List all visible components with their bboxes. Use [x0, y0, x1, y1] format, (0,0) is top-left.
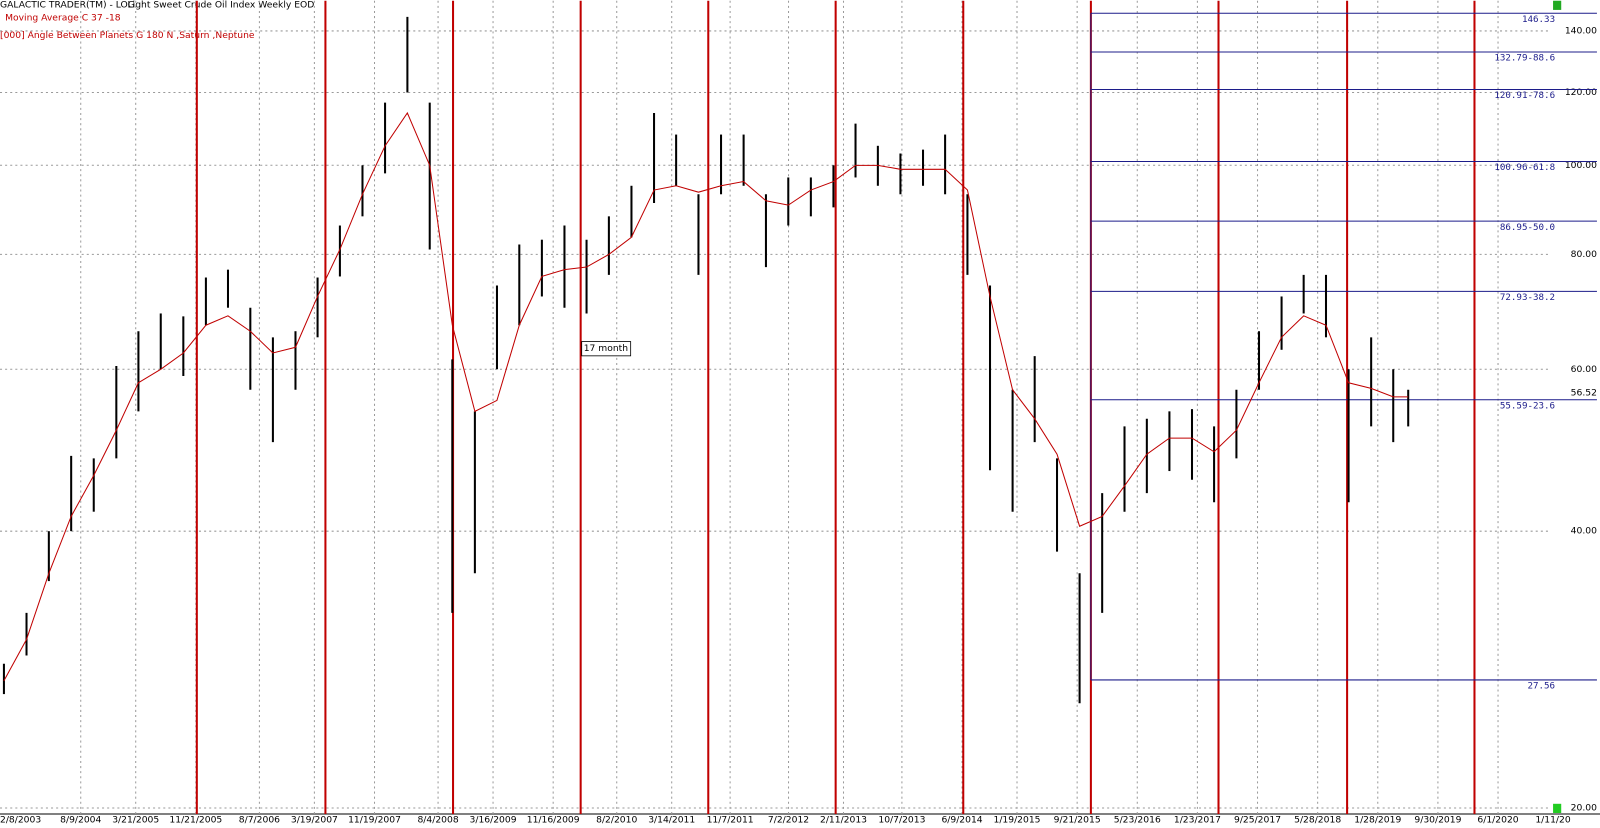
x-tick-label: 3/16/2009: [470, 815, 517, 826]
y-tick-label: 100.00: [1565, 160, 1597, 171]
ma-line: [3, 111, 1409, 682]
annotation: 17 month: [584, 343, 629, 354]
level-label: 86.95-50.0: [1500, 222, 1555, 233]
level-label: 132.79-88.6: [1494, 53, 1555, 64]
corner-marker: [1553, 0, 1562, 10]
x-tick-label: 8/9/2004: [60, 815, 101, 826]
events-legend: [000] Angle Between Planets G 180 N ,Sat…: [0, 30, 255, 41]
x-tick-label: 2/8/2003: [0, 815, 41, 826]
x-tick-label: 9/21/2015: [1054, 815, 1101, 826]
x-tick-label: 3/14/2011: [648, 815, 695, 826]
x-tick-label: 11/16/2009: [527, 815, 580, 826]
ma-legend: Moving Average C 37 -18: [5, 13, 121, 24]
y-tick-label: 40.00: [1571, 526, 1597, 537]
x-tick-label: 11/19/2007: [348, 815, 401, 826]
y-tick-label: 120.00: [1565, 87, 1597, 98]
x-tick-label: 9/25/2017: [1234, 815, 1281, 826]
x-tick-label: 11/21/2005: [169, 815, 222, 826]
last-value-label: 56.52: [1571, 388, 1597, 399]
x-tick-label: 1/19/2015: [993, 815, 1040, 826]
y-tick-label: 60.00: [1571, 364, 1597, 375]
level-label: 55.59-23.6: [1500, 400, 1555, 411]
x-tick-label: 5/23/2016: [1114, 815, 1161, 826]
annotation-box: [581, 341, 632, 357]
level-label: 27.56: [1527, 681, 1555, 692]
x-tick-label: 6/1/2020: [1477, 815, 1518, 826]
x-tick-label: 2/11/2013: [820, 815, 867, 826]
corner-marker: [1553, 803, 1562, 813]
level-label: 100.96-61.8: [1494, 162, 1555, 173]
x-tick-label: 9/30/2019: [1414, 815, 1461, 826]
x-tick-label: 7/2/2012: [768, 815, 809, 826]
x-tick-label: 8/7/2006: [239, 815, 280, 826]
chart-subtitle: GALACTIC TRADER(TM) - LOG: [0, 0, 135, 10]
level-label: 120.91-78.6: [1494, 90, 1555, 101]
x-tick-label: 5/28/2018: [1294, 815, 1341, 826]
x-tick-label: 1/11/20: [1535, 815, 1571, 826]
x-tick-label: 1/23/2017: [1174, 815, 1221, 826]
x-tick-label: 8/2/2010: [596, 815, 637, 826]
x-tick-label: 3/19/2007: [291, 815, 338, 826]
x-tick-label: 11/7/2011: [707, 815, 754, 826]
y-tick-label: 140.00: [1565, 25, 1597, 36]
x-tick-label: 1/28/2019: [1354, 815, 1401, 826]
chart-title: Light Sweet Crude Oil Index Weekly EOD: [128, 0, 315, 10]
y-tick-label: 80.00: [1571, 249, 1597, 260]
x-tick-label: 3/21/2005: [112, 815, 159, 826]
x-tick-label: 10/7/2013: [878, 815, 925, 826]
level-label: 146.33: [1522, 14, 1555, 25]
y-tick-label: 20.00: [1571, 802, 1597, 813]
x-tick-label: 8/4/2008: [417, 815, 458, 826]
level-label: 72.93-38.2: [1500, 292, 1555, 303]
x-tick-label: 6/9/2014: [941, 815, 982, 826]
